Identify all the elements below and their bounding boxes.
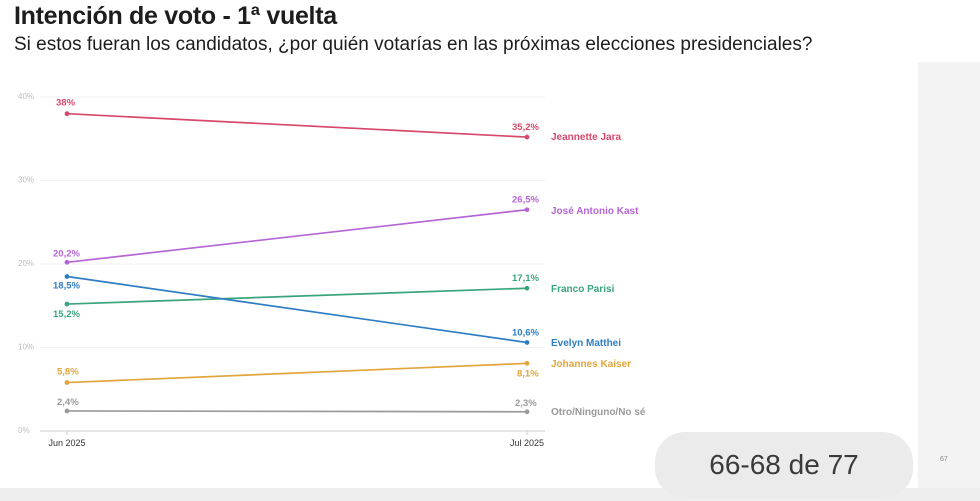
data-point [524,207,530,213]
data-point [524,285,530,291]
y-tick-label: 10% [18,343,34,352]
data-label: 26,5% [512,195,539,206]
side-page-number: 67 [940,456,948,463]
data-point [64,111,70,117]
series-line [66,275,528,344]
series-line [66,287,528,305]
series-name-label: Evelyn Matthei [551,338,621,349]
y-tick-label: 30% [18,176,34,185]
data-point [64,408,70,414]
data-label: 8,1% [517,368,539,379]
chart-title: Intención de voto - 1ª vuelta [14,2,337,30]
y-tick-label: 0% [18,426,30,435]
series-line [66,362,528,384]
data-label: 15,2% [53,309,80,320]
data-point [64,259,70,265]
data-label: 35,2% [512,122,539,133]
data-label: 10,6% [512,327,539,338]
data-label: 2,4% [57,397,79,408]
data-point [524,409,530,415]
data-label: 2,3% [515,398,537,409]
series-name-label: Franco Parisi [551,284,615,295]
y-tick-label: 20% [18,259,34,268]
chart-subtitle: Si estos fueran los candidatos, ¿por qui… [14,34,813,55]
x-tick-label: Jul 2025 [510,438,544,448]
y-tick-label: 40% [18,92,34,101]
data-label: 18,5% [53,281,80,292]
page-counter-pill: 66-68 de 77 [655,432,913,498]
page-counter-text: 66-68 de 77 [709,449,859,480]
data-point [64,274,70,279]
data-point [524,360,530,366]
series-line [66,410,528,413]
series-name-label: Jeannette Jara [551,132,621,143]
data-label: 17,1% [512,273,539,284]
data-label: 20,2% [53,248,80,259]
data-label: 5,8% [57,367,79,378]
data-point [524,340,530,345]
x-tick-label: Jun 2025 [48,438,85,448]
data-point [64,380,70,385]
series-line [66,208,528,264]
data-point [64,301,70,307]
series-name-label: José Antonio Kast [551,206,639,217]
data-point [524,134,530,140]
series-name-label: Johannes Kaiser [551,359,631,370]
side-panel [918,62,980,501]
series-name-label: Otro/Ninguno/No sé [551,407,646,418]
series-line [66,112,528,138]
data-label: 38% [56,98,76,109]
